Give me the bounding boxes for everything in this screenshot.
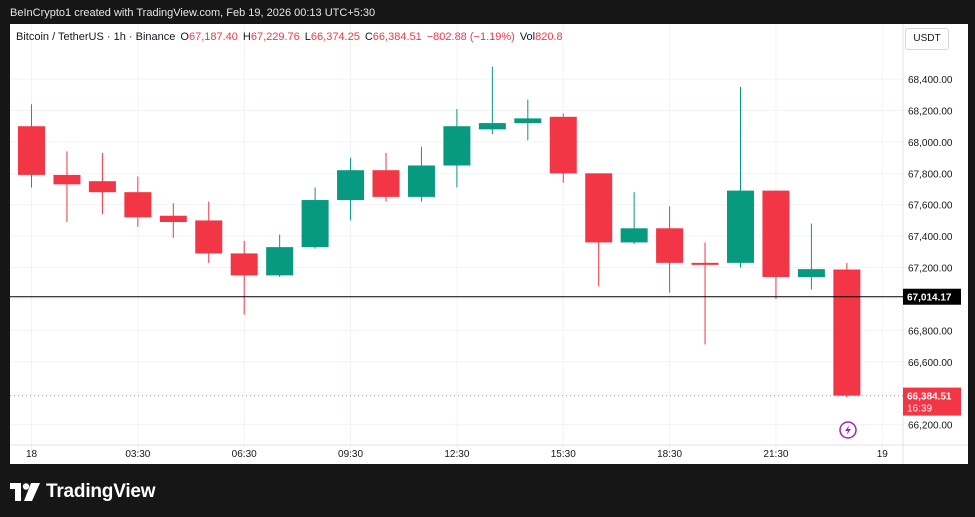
candle-body [230, 253, 258, 276]
x-tick-label: 06:30 [232, 449, 257, 460]
chart-caption: BeInCrypto1 created with TradingView.com… [10, 7, 376, 19]
candle-body [691, 262, 719, 265]
candle-body [620, 228, 648, 243]
legend-close-label: C [364, 31, 373, 43]
x-tick-label: 18:30 [657, 449, 682, 460]
candle-body [301, 200, 329, 248]
last-price-label: 66,384.51 [907, 392, 952, 403]
x-tick-label: 03:30 [125, 449, 150, 460]
tradingview-logo-icon [10, 483, 40, 501]
candle-body [337, 170, 365, 201]
candle-body [514, 118, 542, 124]
x-tick-label: 21:30 [763, 449, 788, 460]
x-tick-label: 19 [877, 449, 889, 460]
y-tick-label: 66,200.00 [908, 421, 953, 432]
last-price-label-bg [903, 387, 961, 416]
horizontal-level-label-bg [903, 288, 961, 305]
horizontal-level-label: 67,014.17 [907, 293, 952, 304]
candle-body [443, 126, 471, 166]
candle-body [656, 228, 684, 263]
candle-body [266, 247, 294, 276]
candle-body [585, 173, 613, 243]
candle-body [833, 269, 861, 396]
candle-body [407, 165, 435, 197]
candle-body [762, 190, 790, 277]
candle-body [18, 126, 45, 175]
legend-open-label: O [180, 31, 189, 43]
legend-high-label: H [242, 31, 251, 43]
chart-panel[interactable]: 66,200.0066,400.0066,600.0066,800.0067,0… [10, 24, 968, 464]
y-tick-label: 67,800.00 [908, 169, 953, 180]
legend-low: 66,374.25 [310, 31, 360, 43]
y-tick-label: 67,200.00 [908, 264, 953, 275]
countdown-label: 16:39 [907, 404, 932, 415]
candle-body [88, 181, 116, 193]
y-tick-label: 68,000.00 [908, 138, 953, 149]
candle-body [195, 220, 223, 254]
candle-body [727, 190, 754, 263]
legend-vol: 820.8 [535, 31, 563, 43]
candle-body [478, 123, 506, 130]
legend-open: 67,187.40 [188, 31, 238, 43]
candle-body [53, 174, 81, 185]
legend-change: −802.88 (−1.19%) [426, 31, 515, 43]
y-tick-label: 66,800.00 [908, 326, 953, 337]
lightning-icon[interactable] [839, 421, 857, 439]
legend-close: 66,384.51 [372, 31, 422, 43]
legend-high: 67,229.76 [250, 31, 300, 43]
legend-symbol[interactable]: Bitcoin / TetherUS · 1h · Binance [16, 31, 176, 43]
candle-body [159, 215, 187, 223]
x-tick-label: 12:30 [444, 449, 469, 460]
currency-unit-button[interactable]: USDT [905, 28, 949, 50]
x-tick-label: 15:30 [551, 449, 576, 460]
y-tick-label: 67,600.00 [908, 201, 953, 212]
legend-low-label: L [304, 31, 311, 43]
candle-body [124, 192, 152, 218]
candle-body [372, 170, 400, 197]
brand-name: TradingView [46, 481, 156, 502]
candlestick-chart[interactable]: 66,200.0066,400.0066,600.0066,800.0067,0… [10, 24, 968, 464]
candle-body [549, 116, 577, 174]
y-tick-label: 68,400.00 [908, 75, 953, 86]
y-tick-label: 67,400.00 [908, 232, 953, 243]
x-tick-label: 18 [26, 449, 38, 460]
y-tick-label: 68,200.00 [908, 107, 953, 118]
candle-body [797, 269, 825, 277]
ohlc-legend: Bitcoin / TetherUS · 1h · Binance O67,187… [16, 29, 563, 45]
y-tick-label: 66,600.00 [908, 358, 953, 369]
x-tick-label: 09:30 [338, 449, 363, 460]
tradingview-brand[interactable]: TradingView [10, 480, 156, 504]
legend-vol-label: Vol [519, 31, 536, 43]
